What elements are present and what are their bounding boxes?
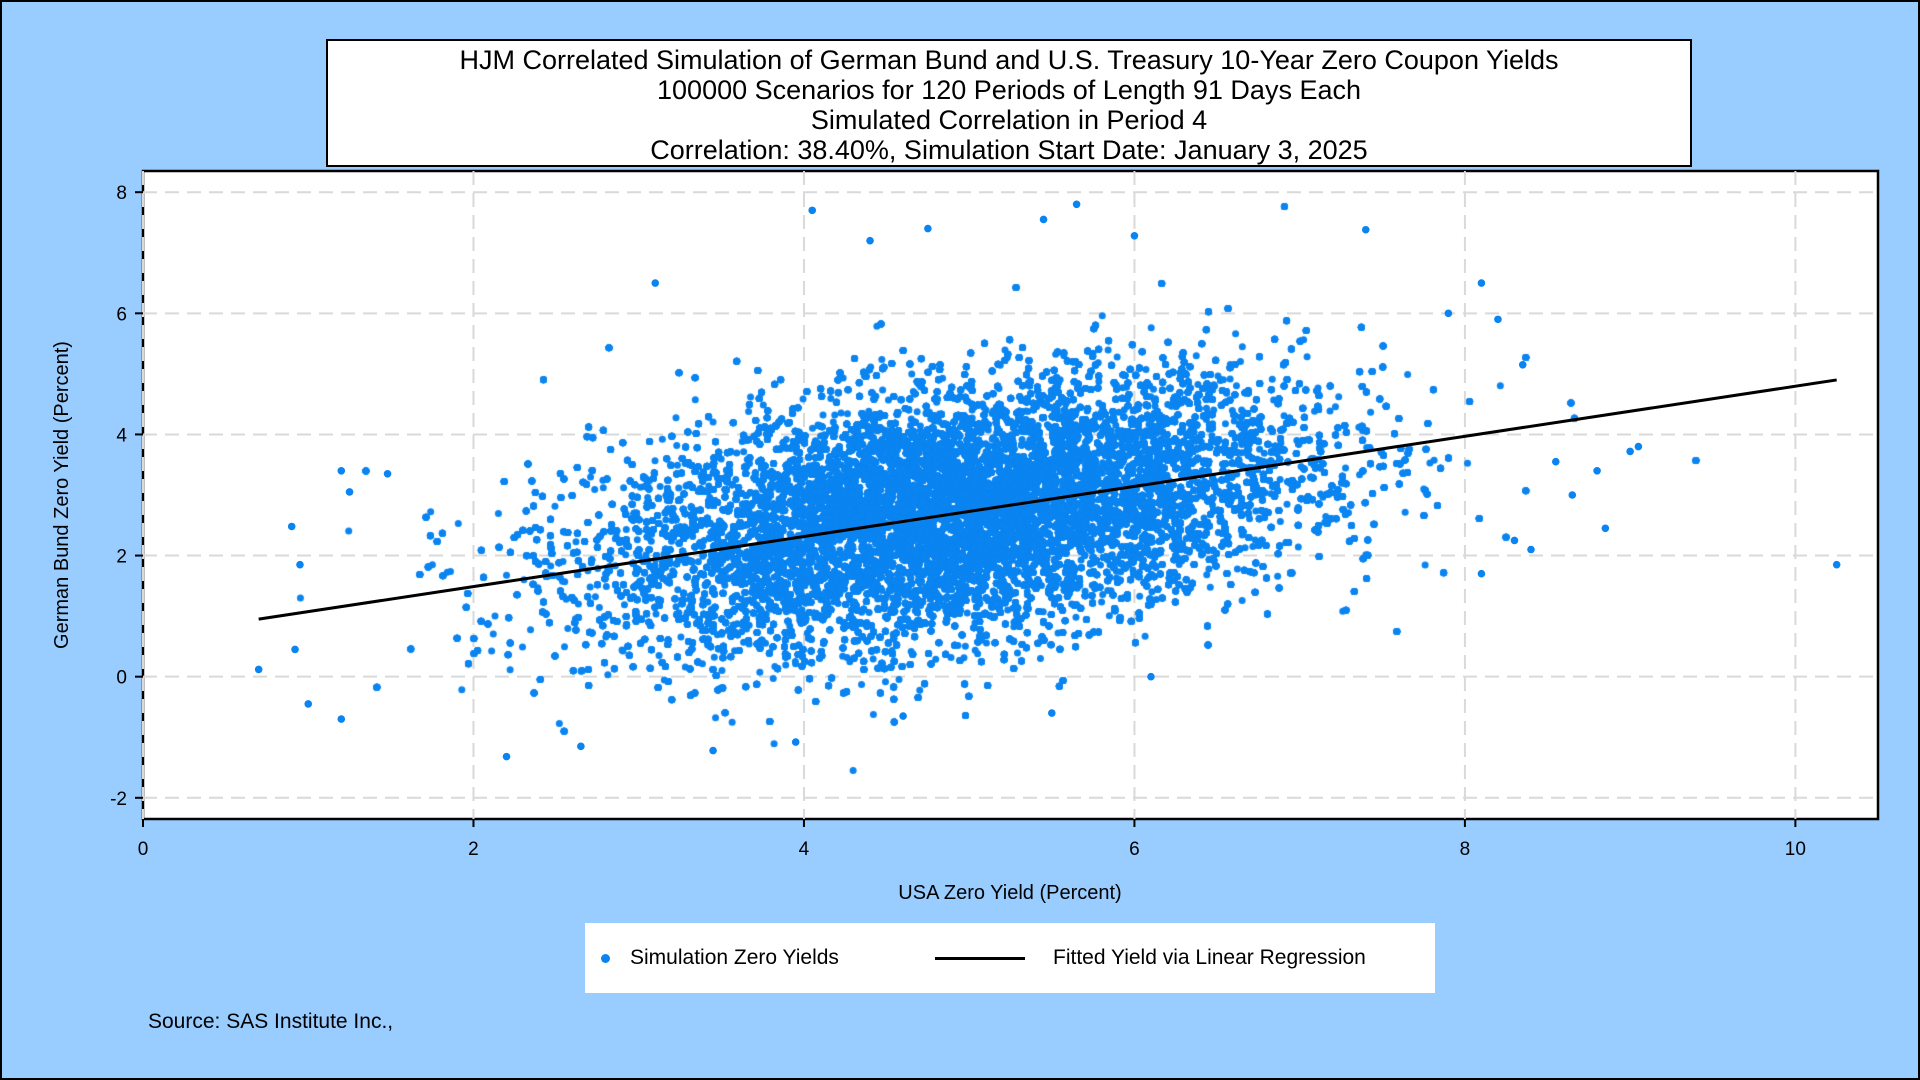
legend-line-label: Fitted Yield via Linear Regression: [1053, 946, 1366, 969]
scatter-point: [1626, 447, 1634, 456]
scatter-point: [1551, 457, 1560, 466]
x-axis-label: USA Zero Yield (Percent): [898, 882, 1121, 904]
x-tick-label: 8: [1460, 839, 1471, 860]
scatter-point: [808, 206, 817, 215]
chart-title-box: HJM Correlated Simulation of German Bund…: [326, 39, 1692, 167]
x-tick-label: 10: [1785, 839, 1806, 860]
scatter-point: [866, 236, 874, 245]
scatter-point: [1634, 442, 1643, 451]
x-tick-label: 6: [1129, 839, 1140, 860]
y-tick-label: 0: [116, 668, 127, 689]
y-tick-label: 8: [116, 183, 127, 204]
scatter-point: [1130, 232, 1139, 240]
outlier-points: [254, 200, 1841, 761]
scatter-point: [304, 700, 313, 708]
fitted-regression-line: [258, 378, 1837, 621]
scatter-point: [296, 560, 304, 569]
axes: 0 2 4 6 8 10 -2 0 2 4 6 8: [110, 183, 1806, 860]
chart-title-line-1: HJM Correlated Simulation of German Bund…: [459, 45, 1559, 75]
y-tick-label: 2: [116, 547, 127, 568]
source-note: Source: SAS Institute Inc.,: [148, 1010, 394, 1033]
scatter-point: [791, 738, 800, 746]
scatter-point: [1593, 466, 1601, 475]
scatter-point: [1477, 279, 1486, 287]
scatter-point: [1477, 569, 1486, 578]
scatter-point: [651, 279, 660, 287]
legend-point-swatch: [601, 953, 610, 963]
scatter-point: [1518, 360, 1527, 369]
scatter-point: [1601, 524, 1610, 533]
x-tick-label: 2: [468, 839, 479, 860]
scatter-point: [383, 470, 392, 478]
scatter-point: [924, 224, 932, 233]
scatter-point: [291, 645, 299, 654]
legend: Simulation Zero Yields Fitted Yield via …: [585, 923, 1435, 993]
chart-title-line-2: 100000 Scenarios for 120 Periods of Leng…: [657, 75, 1361, 105]
y-tick-label: 6: [116, 304, 127, 325]
y-tick-label: -2: [110, 789, 127, 810]
scatter-point: [502, 752, 511, 761]
scatter-point: [1494, 315, 1502, 324]
scatter-point: [345, 488, 354, 496]
scatter-point: [1444, 309, 1453, 318]
scatter-point: [1039, 215, 1048, 224]
x-tick-label: 4: [799, 839, 810, 860]
scatter-point: [709, 746, 717, 755]
scatter-point: [899, 712, 907, 720]
scatter-point: [1361, 225, 1370, 234]
scatter-point: [337, 715, 346, 723]
scatter-point: [1832, 560, 1841, 569]
scatter-point: [1510, 536, 1519, 545]
chart-title-line-3: Simulated Correlation in Period 4: [810, 105, 1208, 135]
scatter-point: [1147, 672, 1155, 681]
y-axis-label: German Bund Zero Yield (Percent): [51, 341, 73, 649]
legend-points-label: Simulation Zero Yields: [630, 946, 839, 969]
scatter-point: [1568, 491, 1577, 499]
x-tick-label: 0: [138, 839, 149, 860]
scatter-point: [1048, 709, 1056, 717]
scatter-point: [577, 742, 585, 751]
scatter-point: [337, 466, 346, 475]
scatter-point: [287, 522, 296, 531]
scatter-point: [1527, 545, 1535, 554]
scatter-point: [254, 665, 263, 674]
y-tick-label: 4: [116, 425, 127, 446]
chart-title-line-4: Correlation: 38.40%, Simulation Start Da…: [650, 135, 1368, 165]
legend-item-points: Simulation Zero Yields: [601, 923, 839, 993]
legend-item-line: Fitted Yield via Linear Regression: [935, 923, 1366, 993]
legend-line-swatch: [935, 956, 1025, 960]
scatter-point: [1072, 200, 1081, 209]
